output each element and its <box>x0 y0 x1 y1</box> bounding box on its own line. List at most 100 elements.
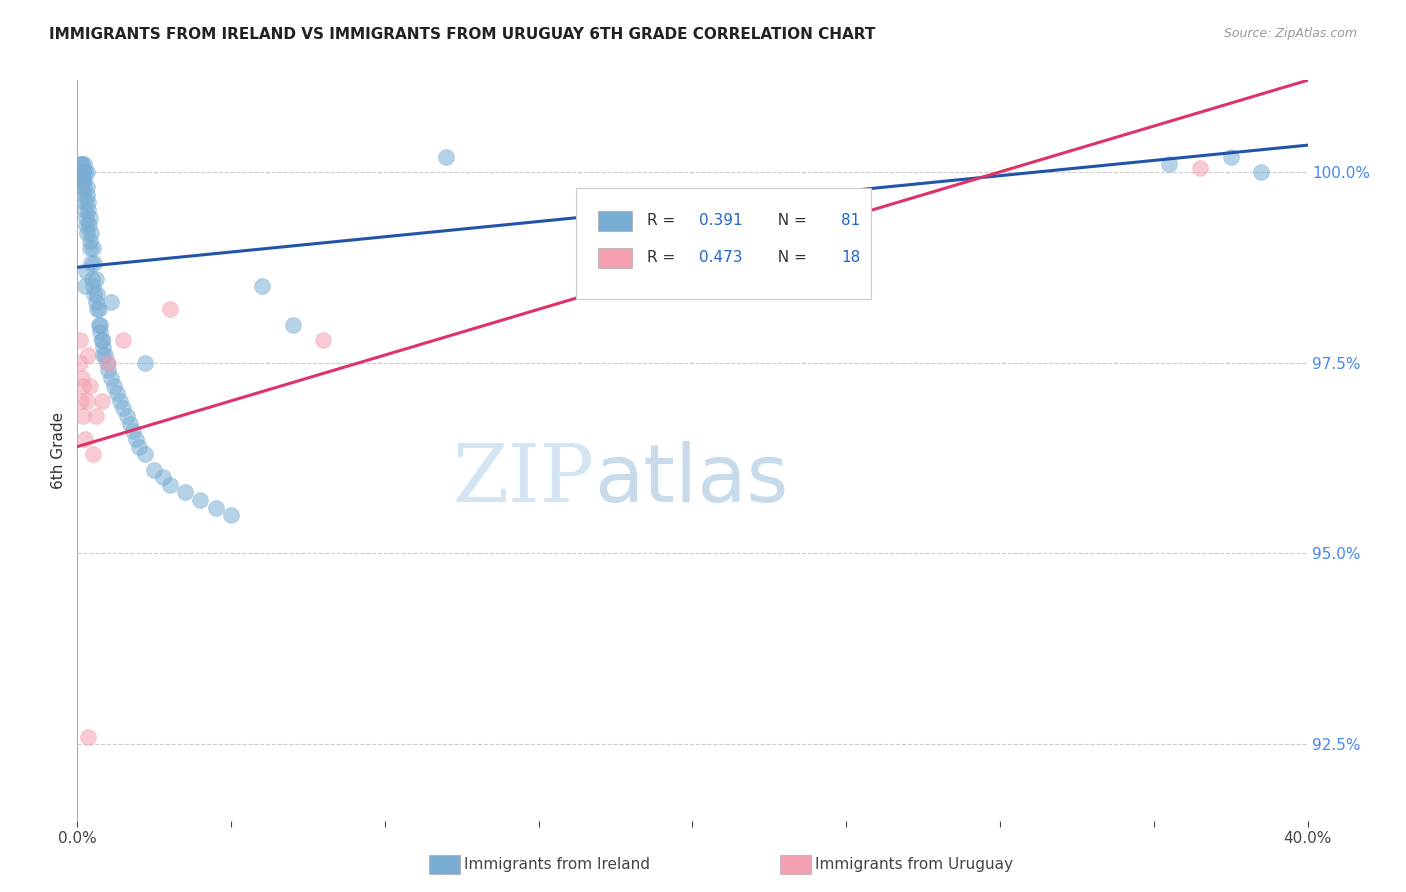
Point <box>70 180 93 194</box>
Text: 18: 18 <box>841 251 860 266</box>
Point <box>250 279 273 293</box>
Point <box>75 264 97 278</box>
Text: ZIP: ZIP <box>453 441 595 519</box>
Point <box>90 393 114 408</box>
Text: Immigrants from Uruguay: Immigrants from Uruguay <box>815 857 1014 871</box>
Point <box>82 279 104 293</box>
Point <box>76 165 98 179</box>
Point <box>105 386 128 401</box>
Point <box>73 279 96 293</box>
Point <box>73 172 96 186</box>
Point <box>72 378 94 392</box>
Point <box>75 219 97 233</box>
Point <box>79 211 101 225</box>
Point <box>84 271 107 285</box>
Text: atlas: atlas <box>595 441 789 519</box>
Y-axis label: 6th Grade: 6th Grade <box>51 412 66 489</box>
Point <box>96 356 118 370</box>
Point <box>103 378 125 392</box>
Text: N =: N = <box>768 213 811 228</box>
Point <box>76 180 98 194</box>
Point <box>79 378 101 392</box>
Point <box>82 241 104 255</box>
Point <box>69 157 91 171</box>
Point <box>69 172 91 186</box>
Point <box>100 294 122 309</box>
Point <box>159 302 181 317</box>
Point <box>69 165 91 179</box>
Point <box>70 165 93 179</box>
Point <box>77 348 100 362</box>
Text: N =: N = <box>768 251 811 266</box>
Point <box>75 211 97 225</box>
Point <box>125 432 148 446</box>
Point <box>93 348 115 362</box>
Point <box>94 348 117 362</box>
Point <box>87 318 110 332</box>
Point <box>90 333 114 347</box>
Point <box>73 432 96 446</box>
Point <box>77 730 100 744</box>
Point <box>77 195 100 210</box>
Point <box>112 333 135 347</box>
Text: R =: R = <box>647 213 681 228</box>
Point <box>84 409 107 423</box>
Point <box>100 371 122 385</box>
Point <box>72 172 94 186</box>
Point <box>73 195 96 210</box>
Point <box>77 219 100 233</box>
Text: 81: 81 <box>841 213 860 228</box>
Point <box>204 500 226 515</box>
Point <box>152 470 174 484</box>
Point <box>76 393 98 408</box>
Point <box>75 202 97 217</box>
Point <box>89 325 111 339</box>
Point <box>97 356 120 370</box>
Point <box>80 226 103 240</box>
FancyBboxPatch shape <box>575 187 870 299</box>
Point <box>143 462 166 476</box>
Point <box>83 256 105 270</box>
Point <box>281 318 304 332</box>
Point <box>80 256 103 270</box>
Point <box>93 340 115 354</box>
Point <box>73 157 96 171</box>
Point <box>77 202 100 217</box>
Text: 0.391: 0.391 <box>699 213 742 228</box>
Point <box>76 226 98 240</box>
Point <box>121 425 143 439</box>
Point <box>72 409 94 423</box>
Point <box>1250 165 1272 179</box>
Point <box>72 187 94 202</box>
Point <box>174 485 197 500</box>
Point <box>82 271 104 285</box>
Point <box>90 333 114 347</box>
Text: Immigrants from Ireland: Immigrants from Ireland <box>464 857 650 871</box>
Point <box>70 371 93 385</box>
Text: IMMIGRANTS FROM IRELAND VS IMMIGRANTS FROM URUGUAY 6TH GRADE CORRELATION CHART: IMMIGRANTS FROM IRELAND VS IMMIGRANTS FR… <box>49 27 876 42</box>
Bar <box>598 211 633 231</box>
Point <box>79 234 101 248</box>
Text: 0.473: 0.473 <box>699 251 742 266</box>
Point <box>83 287 105 301</box>
Point <box>69 165 91 179</box>
Point <box>159 478 181 492</box>
Point <box>128 440 150 454</box>
Point <box>1188 161 1211 175</box>
Point <box>79 241 101 255</box>
Bar <box>598 248 633 268</box>
Point <box>219 508 242 523</box>
Point <box>134 447 156 461</box>
Point <box>70 157 93 171</box>
Point <box>89 318 111 332</box>
Point <box>86 302 108 317</box>
Point <box>97 363 120 377</box>
Point <box>87 302 110 317</box>
Text: R =: R = <box>647 251 681 266</box>
Point <box>69 356 91 370</box>
Point <box>69 333 91 347</box>
Point <box>134 356 156 370</box>
Point <box>312 333 335 347</box>
Point <box>70 172 93 186</box>
Point <box>86 287 108 301</box>
